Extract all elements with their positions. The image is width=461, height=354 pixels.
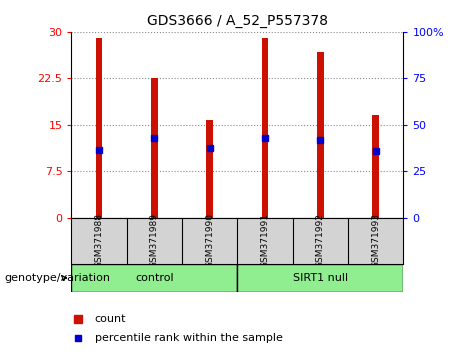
Title: GDS3666 / A_52_P557378: GDS3666 / A_52_P557378 [147, 14, 328, 28]
Bar [317, 52, 324, 218]
Text: SIRT1 null: SIRT1 null [293, 273, 348, 283]
Text: GSM371989: GSM371989 [150, 213, 159, 268]
Bar [262, 38, 268, 218]
Text: GSM371990: GSM371990 [205, 213, 214, 268]
Text: GSM371993: GSM371993 [371, 213, 380, 268]
Text: control: control [135, 273, 174, 283]
Text: GSM371988: GSM371988 [95, 213, 104, 268]
Bar [96, 38, 102, 218]
Bar [372, 115, 379, 218]
Bar [207, 120, 213, 218]
Bar [151, 78, 158, 218]
Text: GSM371992: GSM371992 [316, 213, 325, 268]
FancyBboxPatch shape [71, 264, 237, 292]
Text: count: count [95, 314, 126, 324]
FancyBboxPatch shape [237, 264, 403, 292]
Text: genotype/variation: genotype/variation [5, 273, 111, 283]
Text: percentile rank within the sample: percentile rank within the sample [95, 333, 283, 343]
Text: GSM371991: GSM371991 [260, 213, 270, 268]
